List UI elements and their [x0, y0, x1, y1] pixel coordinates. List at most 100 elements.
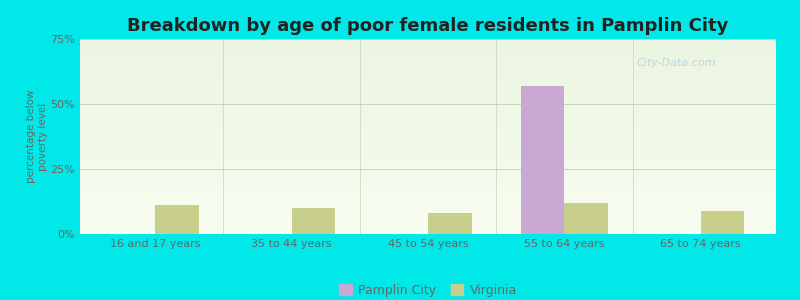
Bar: [80, 95, 776, 97]
Bar: [80, 206, 776, 207]
Bar: [80, 48, 776, 49]
Bar: [80, 47, 776, 48]
Bar: [80, 173, 776, 175]
Bar: [80, 101, 776, 102]
Bar: [80, 54, 776, 55]
Bar: [80, 215, 776, 217]
Bar: [80, 77, 776, 78]
Bar: [80, 120, 776, 121]
Bar: [80, 202, 776, 203]
Bar: [155, 206, 199, 234]
Bar: [80, 190, 776, 191]
Bar: [80, 200, 776, 201]
Bar: [80, 97, 776, 98]
Bar: [80, 210, 776, 211]
Bar: [80, 169, 776, 170]
Bar: [80, 70, 776, 71]
Bar: [80, 225, 776, 226]
Bar: [80, 88, 776, 89]
Bar: [80, 160, 776, 161]
Bar: [80, 209, 776, 210]
Bar: [80, 40, 776, 41]
Bar: [80, 183, 776, 184]
Bar: [80, 201, 776, 202]
Bar: [80, 182, 776, 183]
Bar: [80, 52, 776, 53]
Bar: [80, 112, 776, 113]
Bar: [80, 74, 776, 75]
Bar: [80, 231, 776, 232]
Bar: [80, 50, 776, 51]
Bar: [80, 179, 776, 180]
Bar: [80, 84, 776, 85]
Bar: [80, 188, 776, 189]
Bar: [80, 41, 776, 42]
Bar: [80, 228, 776, 229]
Bar: [80, 62, 776, 63]
Bar: [80, 157, 776, 158]
Bar: [80, 192, 776, 193]
Bar: [80, 186, 776, 187]
Bar: [80, 197, 776, 198]
Bar: [80, 78, 776, 79]
Bar: [80, 102, 776, 103]
Bar: [80, 176, 776, 177]
Bar: [80, 165, 776, 166]
Bar: [80, 227, 776, 228]
Text: City-Data.com: City-Data.com: [637, 58, 716, 68]
Bar: [80, 218, 776, 219]
Bar: [80, 75, 776, 76]
Bar: [80, 153, 776, 154]
Legend: Pamplin City, Virginia: Pamplin City, Virginia: [334, 279, 522, 300]
Bar: [80, 69, 776, 70]
Bar: [80, 55, 776, 56]
Bar: [80, 151, 776, 152]
Bar: [80, 67, 776, 68]
Bar: [80, 144, 776, 145]
Bar: [80, 175, 776, 176]
Bar: [80, 146, 776, 147]
Bar: [80, 134, 776, 136]
Bar: [80, 105, 776, 106]
Bar: [80, 170, 776, 171]
Bar: [80, 132, 776, 133]
Bar: [80, 128, 776, 129]
Bar: [80, 106, 776, 107]
Bar: [80, 156, 776, 157]
Bar: [80, 232, 776, 233]
Bar: [80, 214, 776, 215]
Bar: [564, 203, 608, 234]
Bar: [80, 117, 776, 118]
Bar: [80, 168, 776, 169]
Bar: [80, 111, 776, 112]
Bar: [80, 154, 776, 155]
Bar: [80, 155, 776, 156]
Bar: [80, 61, 776, 62]
Bar: [80, 124, 776, 125]
Bar: [80, 137, 776, 139]
Bar: [80, 79, 776, 80]
Bar: [80, 161, 776, 162]
Bar: [80, 181, 776, 182]
Bar: [80, 133, 776, 134]
Bar: [80, 49, 776, 50]
Bar: [80, 103, 776, 104]
Bar: [80, 57, 776, 58]
Bar: [80, 139, 776, 140]
Bar: [80, 149, 776, 150]
Bar: [80, 217, 776, 218]
Bar: [80, 187, 776, 188]
Bar: [80, 150, 776, 151]
Bar: [80, 194, 776, 195]
Bar: [80, 58, 776, 59]
Bar: [80, 104, 776, 105]
Bar: [80, 191, 776, 192]
Bar: [80, 211, 776, 212]
Bar: [80, 152, 776, 153]
Bar: [80, 46, 776, 47]
Bar: [80, 222, 776, 223]
Bar: [80, 72, 776, 73]
Bar: [80, 178, 776, 179]
Bar: [80, 140, 776, 141]
Bar: [80, 230, 776, 231]
